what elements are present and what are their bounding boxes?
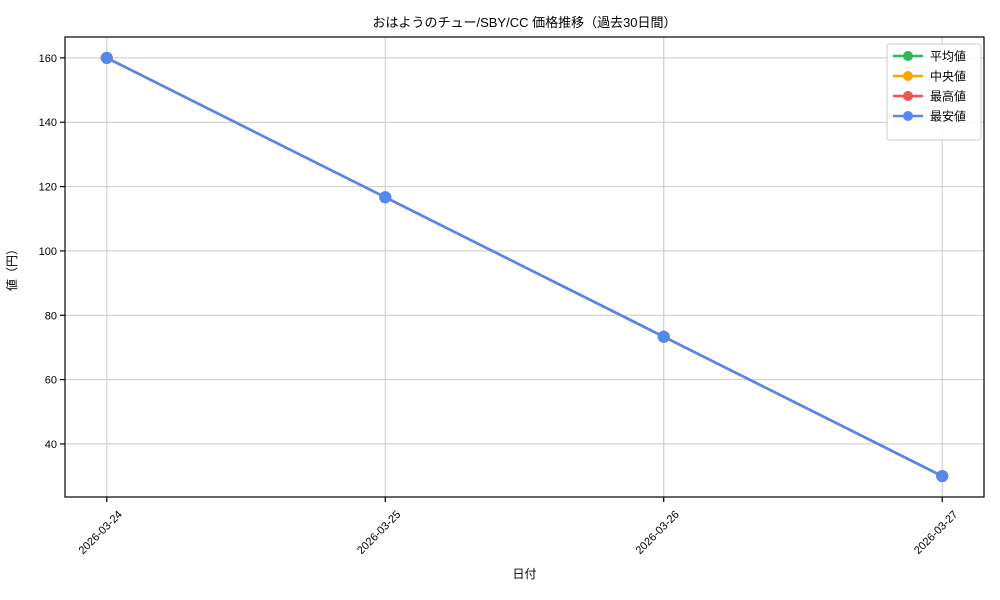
y-tick-label: 40 bbox=[45, 439, 57, 451]
x-axis-label: 日付 bbox=[512, 567, 536, 581]
legend-item-label: 最安値 bbox=[930, 109, 966, 124]
chart-title: おはようのチュー/SBY/CC 価格推移（過去30日間） bbox=[372, 15, 676, 30]
data-series bbox=[100, 51, 949, 483]
x-tick-label: 2026-03-25 bbox=[355, 509, 403, 557]
x-tick-label: 2026-03-27 bbox=[912, 509, 960, 557]
data-point-marker bbox=[100, 51, 113, 64]
legend-marker-icon bbox=[903, 91, 913, 101]
y-tick-label: 80 bbox=[45, 310, 57, 322]
legend-item-平均値: 平均値 bbox=[893, 49, 966, 64]
legend-marker-icon bbox=[903, 51, 913, 61]
y-tick-label: 160 bbox=[39, 53, 57, 65]
legend-item-中央値: 中央値 bbox=[893, 69, 966, 84]
legend-item-label: 平均値 bbox=[930, 49, 966, 64]
data-point-marker bbox=[379, 191, 392, 204]
series-line bbox=[105, 56, 944, 478]
x-tick-label: 2026-03-24 bbox=[77, 509, 125, 557]
plot-border bbox=[64, 36, 985, 498]
y-axis-label: 値（円） bbox=[4, 243, 19, 291]
legend-item-label: 最高値 bbox=[930, 89, 966, 104]
series-最安値 bbox=[100, 51, 949, 483]
data-point-marker bbox=[936, 470, 949, 483]
axis-ticks: 40 60 80 100 120 140 160 2026-03-24 2026-03-25 20… bbox=[39, 53, 961, 557]
legend-marker-icon bbox=[903, 71, 913, 81]
legend-item-label: 中央値 bbox=[930, 69, 966, 84]
legend-item-最高値: 最高値 bbox=[893, 89, 966, 104]
y-tick-label: 60 bbox=[45, 375, 57, 387]
y-tick-label: 100 bbox=[39, 246, 57, 258]
legend-marker-icon bbox=[903, 111, 913, 121]
y-tick-label: 120 bbox=[39, 182, 57, 194]
legend-item-最安値: 最安値 bbox=[893, 109, 966, 124]
x-tick-label: 2026-03-26 bbox=[634, 509, 682, 557]
data-point-marker bbox=[657, 330, 670, 343]
y-tick-label: 140 bbox=[39, 117, 57, 129]
